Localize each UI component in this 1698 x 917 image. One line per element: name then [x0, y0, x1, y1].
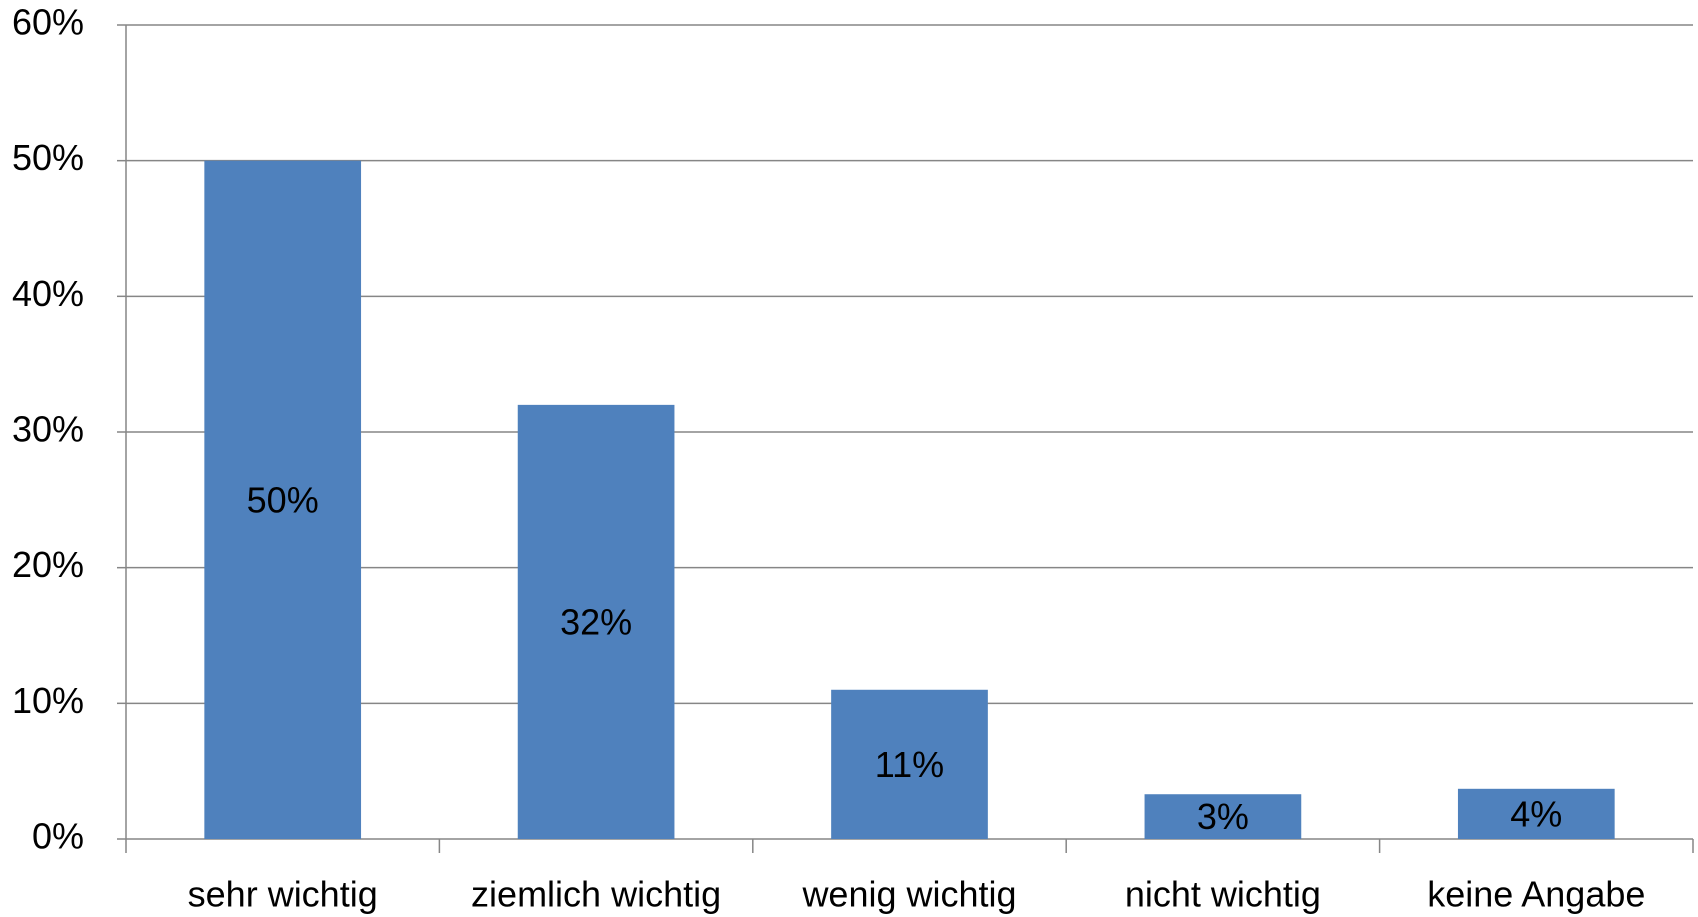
data-label: 4%: [1510, 793, 1562, 834]
y-tick-label: 30%: [12, 409, 84, 450]
y-tick-label: 0%: [32, 816, 84, 857]
x-tick-label: nicht wichtig: [1125, 874, 1321, 915]
x-tick-label: ziemlich wichtig: [471, 874, 721, 915]
bar: [831, 689, 988, 839]
data-label: 32%: [560, 601, 632, 642]
y-tick-label: 10%: [12, 680, 84, 721]
y-tick-label: 60%: [12, 2, 84, 43]
bar: [1457, 788, 1615, 839]
x-tick-label: sehr wichtig: [188, 874, 378, 915]
bar: [517, 404, 675, 839]
bar: [1144, 794, 1302, 839]
y-tick-label: 50%: [12, 137, 84, 178]
data-label: 11%: [875, 744, 944, 785]
data-label: 50%: [247, 479, 319, 520]
x-tick-label: wenig wichtig: [801, 874, 1016, 915]
y-tick-label: 20%: [12, 544, 84, 585]
bar: [204, 160, 362, 839]
data-label: 3%: [1197, 796, 1249, 837]
x-tick-label: keine Angabe: [1427, 874, 1645, 915]
y-tick-label: 40%: [12, 273, 84, 314]
